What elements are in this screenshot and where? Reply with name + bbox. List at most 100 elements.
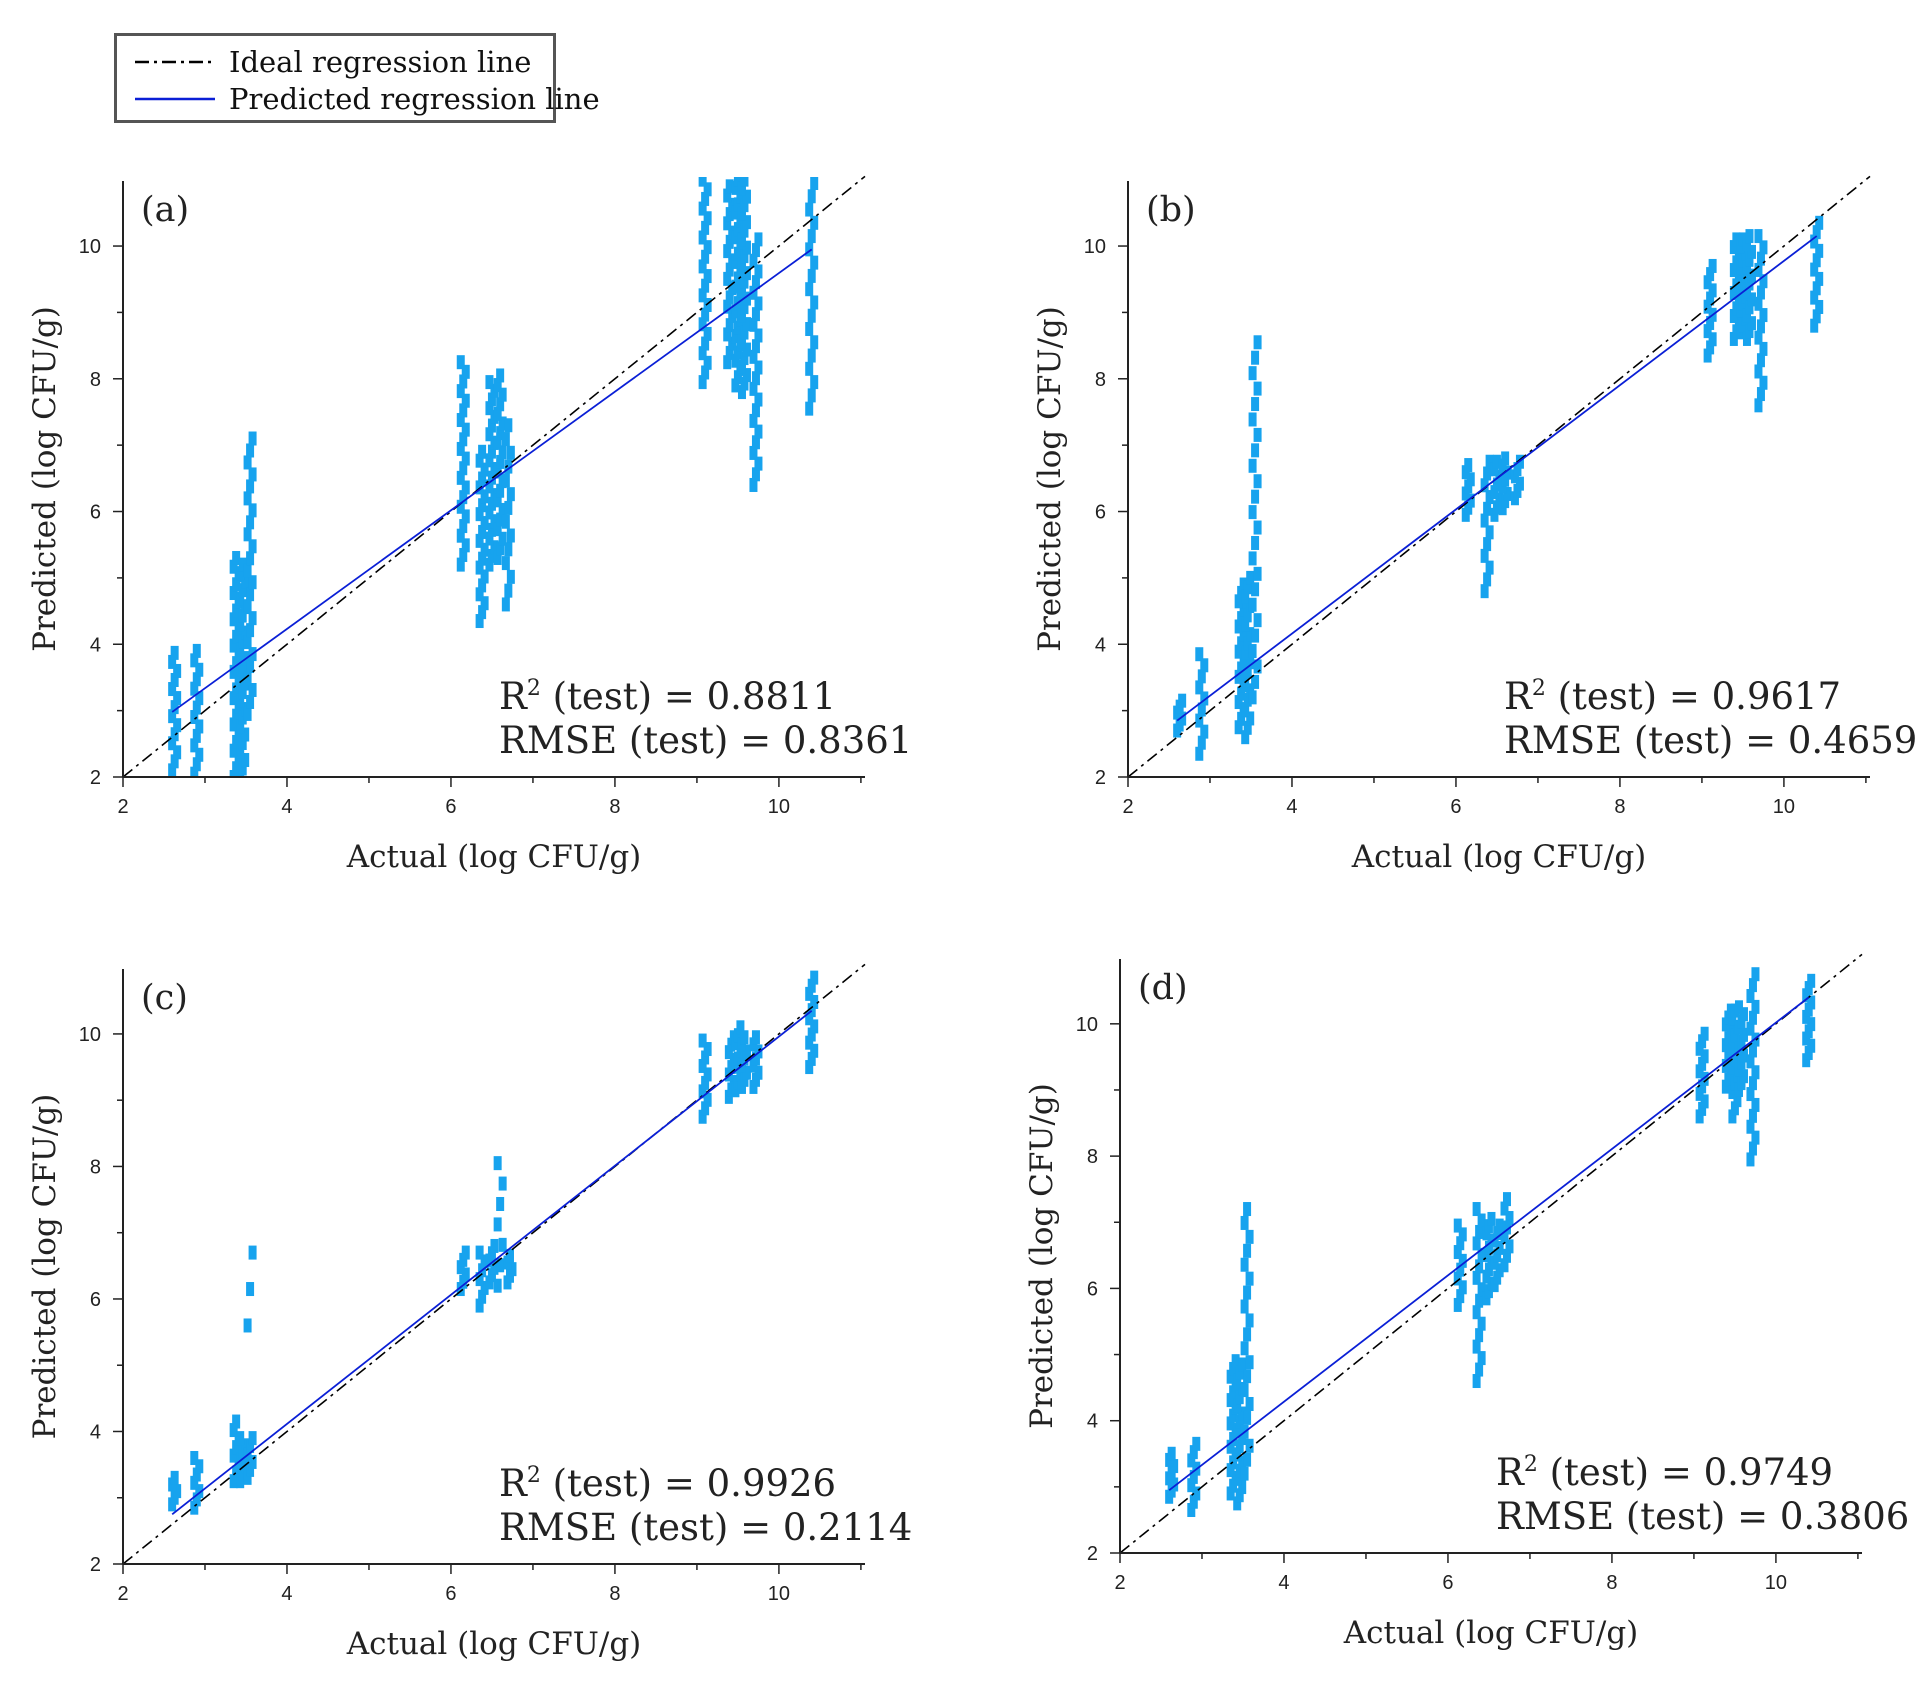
data-point xyxy=(1726,1045,1735,1060)
data-point xyxy=(733,177,742,187)
data-point xyxy=(1253,474,1262,489)
data-point xyxy=(1500,1258,1509,1273)
data-point xyxy=(1251,628,1260,643)
data-point xyxy=(1501,494,1510,509)
y-tick-label: 2 xyxy=(90,1554,101,1576)
data-point xyxy=(810,255,819,270)
data-point xyxy=(733,320,742,335)
data-point xyxy=(487,496,496,511)
data-point xyxy=(508,1262,517,1277)
data-point xyxy=(1729,331,1738,346)
data-point xyxy=(1229,1431,1238,1446)
data-point xyxy=(1738,232,1747,247)
data-point xyxy=(1747,316,1756,331)
data-point xyxy=(1477,1247,1486,1262)
chart-panel-d: 2 4 6 8 10 2 4 6 8 10 Actual (log CFU/g) Predicted … xyxy=(1024,953,1909,1651)
data-point xyxy=(248,467,257,482)
data-point xyxy=(506,445,515,460)
data-point xyxy=(1475,1362,1484,1377)
rmse-annotation: RMSE (test) = 0.3806 xyxy=(1496,1495,1909,1538)
data-point xyxy=(1738,275,1747,290)
data-point xyxy=(493,1217,502,1232)
data-point xyxy=(1238,1480,1247,1495)
data-point xyxy=(1234,644,1243,659)
data-point xyxy=(1239,627,1248,642)
y-tick-label: 2 xyxy=(1087,1543,1098,1565)
data-point xyxy=(1253,520,1262,535)
data-point xyxy=(1759,274,1768,289)
data-point xyxy=(238,1445,247,1460)
scatter-points xyxy=(168,970,819,1515)
data-point xyxy=(1748,978,1757,993)
data-point xyxy=(1482,1226,1491,1241)
data-point xyxy=(1243,1327,1252,1342)
data-point xyxy=(1240,1299,1249,1314)
data-point xyxy=(703,1042,712,1057)
data-point xyxy=(1747,268,1756,283)
data-point xyxy=(733,222,742,237)
data-point xyxy=(1458,1253,1467,1268)
data-point xyxy=(1751,1065,1760,1080)
predicted-regression-line xyxy=(171,1010,813,1516)
data-point xyxy=(190,766,199,777)
data-point xyxy=(1482,1248,1491,1263)
data-point xyxy=(496,426,505,441)
predicted-regression-line xyxy=(1168,996,1810,1491)
data-point xyxy=(229,638,238,653)
data-point xyxy=(742,1065,751,1080)
r2-superscript: 2 xyxy=(527,676,541,701)
data-point xyxy=(754,456,763,471)
data-point xyxy=(1475,1224,1484,1239)
data-point xyxy=(1746,1021,1755,1036)
data-point xyxy=(168,736,177,751)
data-point xyxy=(1178,693,1187,708)
data-point xyxy=(1456,1236,1465,1251)
data-point xyxy=(1253,381,1262,396)
data-point xyxy=(703,269,712,284)
x-tick-label: 2 xyxy=(1122,796,1133,818)
data-point xyxy=(742,240,751,255)
data-point xyxy=(192,643,201,658)
data-point xyxy=(1170,1477,1179,1492)
data-point xyxy=(698,201,707,216)
y-tick-label: 10 xyxy=(79,236,101,258)
data-point xyxy=(1245,1438,1254,1453)
legend-item-ideal: Ideal regression line xyxy=(135,44,531,80)
rmse-annotation: RMSE (test) = 0.8361 xyxy=(499,719,912,762)
data-point xyxy=(701,278,710,293)
data-point xyxy=(1237,661,1246,676)
data-point xyxy=(1251,489,1260,504)
rmse-annotation: RMSE (test) = 0.4659 xyxy=(1504,719,1915,762)
data-point xyxy=(506,487,515,502)
data-point xyxy=(805,986,814,1001)
data-point xyxy=(1708,332,1717,347)
data-point xyxy=(1738,253,1747,268)
data-point xyxy=(1700,1049,1709,1064)
data-point xyxy=(1505,1211,1514,1226)
x-tick-label: 10 xyxy=(768,796,790,818)
data-point xyxy=(736,189,745,204)
data-point xyxy=(236,744,245,759)
data-point xyxy=(1233,1471,1242,1486)
data-point xyxy=(1739,1048,1748,1063)
y-tick-label: 6 xyxy=(90,502,101,524)
data-point xyxy=(1241,673,1250,688)
data-point xyxy=(1245,1313,1254,1328)
y-tick-label: 2 xyxy=(90,767,101,789)
data-point xyxy=(496,541,505,556)
data-point xyxy=(740,1072,749,1087)
data-point xyxy=(478,498,487,513)
data-point xyxy=(232,734,241,749)
data-point xyxy=(480,1254,489,1269)
data-point xyxy=(701,1075,710,1090)
data-point xyxy=(1807,1017,1816,1032)
data-point xyxy=(1746,1054,1755,1069)
data-point xyxy=(1484,1284,1493,1299)
data-point xyxy=(1238,1455,1247,1470)
data-point xyxy=(1751,1032,1760,1047)
data-point xyxy=(1475,1259,1484,1274)
data-point xyxy=(190,653,199,668)
data-point xyxy=(1804,1045,1813,1060)
data-point xyxy=(703,211,712,226)
data-point xyxy=(737,206,746,221)
